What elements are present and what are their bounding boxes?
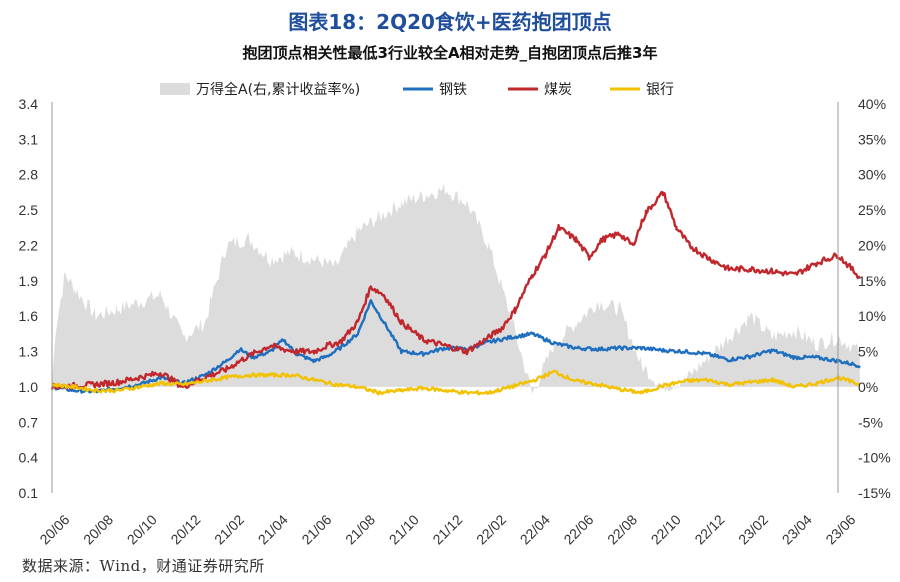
x-tick-label: 22/10 — [648, 511, 684, 547]
x-tick-label: 22/06 — [560, 511, 596, 547]
series-line-coal — [50, 190, 861, 390]
right-tick-label: 5% — [858, 344, 878, 360]
x-tick-label: 20/10 — [124, 511, 160, 547]
x-tick-label: 22/08 — [604, 511, 640, 547]
right-tick-label: 30% — [858, 167, 886, 183]
chart-title: 图表18：2Q20食饮+医药抱团顶点 — [288, 10, 612, 34]
right-tick-label: -5% — [858, 414, 883, 430]
x-tick-label: 22/04 — [517, 511, 553, 547]
x-tick-label: 21/02 — [211, 511, 247, 547]
legend: 万得全A(右,累计收益率%) 钢铁 煤炭 银行 — [160, 81, 674, 98]
left-tick-label: 1.6 — [19, 308, 39, 324]
left-tick-label: 2.2 — [19, 237, 39, 253]
plot-area — [50, 182, 861, 396]
left-tick-label: 0.1 — [19, 485, 39, 501]
left-tick-label: 2.5 — [19, 202, 39, 218]
x-tick-label: 20/06 — [36, 511, 72, 547]
legend-label: 银行 — [646, 82, 674, 98]
left-tick-label: 0.7 — [19, 414, 39, 430]
right-tick-label: 0% — [858, 379, 878, 395]
right-tick-label: 10% — [858, 308, 886, 324]
x-tick-label: 21/06 — [298, 511, 334, 547]
legend-label: 钢铁 — [439, 82, 467, 98]
left-tick-label: 1.3 — [19, 344, 39, 360]
x-tick-label: 21/08 — [342, 511, 378, 547]
right-tick-label: 15% — [858, 273, 886, 289]
left-tick-label: 3.4 — [19, 96, 39, 112]
x-tick-label: 20/08 — [80, 511, 116, 547]
left-tick-label: 0.4 — [19, 450, 39, 466]
x-tick-label: 22/02 — [473, 511, 509, 547]
legend-label: 万得全A(右,累计收益率%) — [196, 81, 360, 98]
right-tick-label: -10% — [858, 450, 891, 466]
legend-swatch-area — [160, 83, 190, 95]
left-tick-label: 3.1 — [19, 131, 39, 147]
left-tick-label: 1.9 — [19, 273, 39, 289]
series-area-wind-a — [52, 182, 860, 394]
legend-label: 煤炭 — [544, 82, 572, 98]
x-tick-label: 23/06 — [822, 511, 858, 547]
x-tick-label: 20/12 — [167, 511, 203, 547]
x-tick-label: 23/04 — [779, 511, 815, 547]
x-tick-label: 21/10 — [386, 511, 422, 547]
right-tick-label: 40% — [858, 96, 886, 112]
right-tick-label: -15% — [858, 485, 891, 501]
x-tick-label: 22/12 — [691, 511, 727, 547]
chart-subtitle: 抱团顶点相关性最低3行业较全A相对走势_自抱团顶点后推3年 — [242, 44, 658, 62]
right-tick-label: 25% — [858, 202, 886, 218]
x-tick-label: 21/12 — [429, 511, 465, 547]
right-tick-label: 20% — [858, 237, 886, 253]
left-tick-label: 1.0 — [19, 379, 39, 395]
x-tick-label: 23/02 — [735, 511, 771, 547]
x-tick-label: 21/04 — [255, 511, 291, 547]
source-note: 数据来源：Wind，财通证券研究所 — [22, 557, 265, 575]
series-line-bank — [51, 369, 861, 396]
left-tick-label: 2.8 — [19, 167, 39, 183]
right-tick-label: 35% — [858, 131, 886, 147]
